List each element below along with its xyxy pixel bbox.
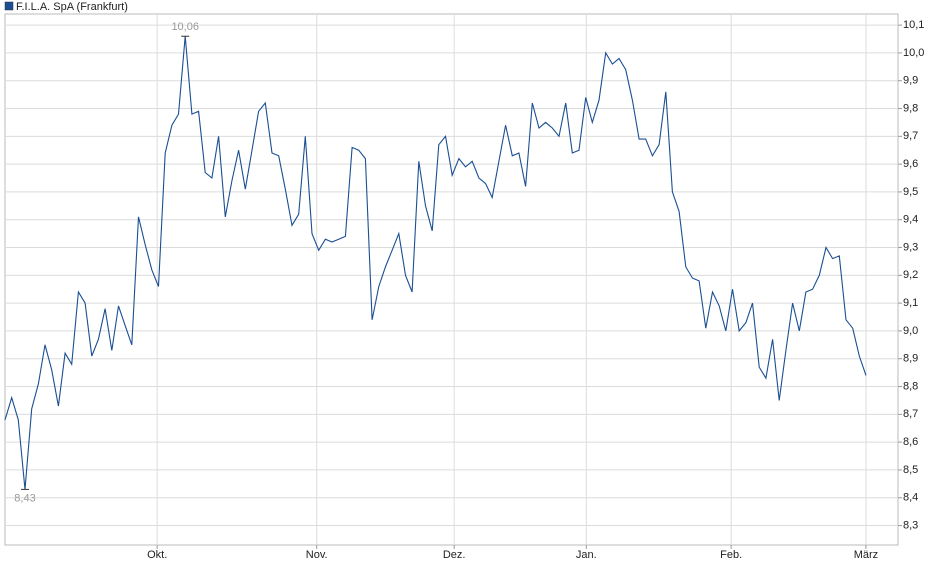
x-tick-label: Feb. [720, 549, 742, 561]
y-tick-label: 8,3 [903, 519, 918, 531]
legend-label: F.I.L.A. SpA (Frankfurt) [16, 1, 128, 13]
price-line [4, 36, 867, 490]
y-tick-label: 9,1 [903, 297, 918, 309]
y-tick-label: 8,7 [903, 408, 918, 420]
x-tick-label: März [854, 549, 878, 561]
y-tick-label: 8,5 [903, 464, 918, 476]
x-tick-label: Jan. [576, 549, 597, 561]
legend-swatch [4, 1, 14, 11]
x-tick-label: Dez. [443, 549, 466, 561]
plot-frame [4, 13, 899, 546]
y-tick-label: 8,9 [903, 353, 918, 365]
y-tick-label: 10,1 [903, 19, 924, 31]
y-tick-label: 9,5 [903, 186, 918, 198]
annotation-label: 10,06 [171, 21, 199, 33]
x-tick-label: Nov. [306, 549, 328, 561]
y-tick-label: 9,0 [903, 325, 918, 337]
y-tick-label: 8,8 [903, 380, 918, 392]
y-tick-label: 9,7 [903, 130, 918, 142]
y-tick-label: 9,4 [903, 214, 918, 226]
x-tick-label: Okt. [147, 549, 167, 561]
y-tick-label: 8,6 [903, 436, 918, 448]
y-tick-label: 9,8 [903, 102, 918, 114]
y-tick-label: 9,3 [903, 241, 918, 253]
annotation-label: 8,43 [14, 492, 35, 504]
y-tick-label: 8,4 [903, 492, 918, 504]
y-tick-label: 9,9 [903, 75, 918, 87]
y-tick-label: 9,6 [903, 158, 918, 170]
y-tick-label: 10,0 [903, 47, 924, 59]
y-tick-label: 9,2 [903, 269, 918, 281]
